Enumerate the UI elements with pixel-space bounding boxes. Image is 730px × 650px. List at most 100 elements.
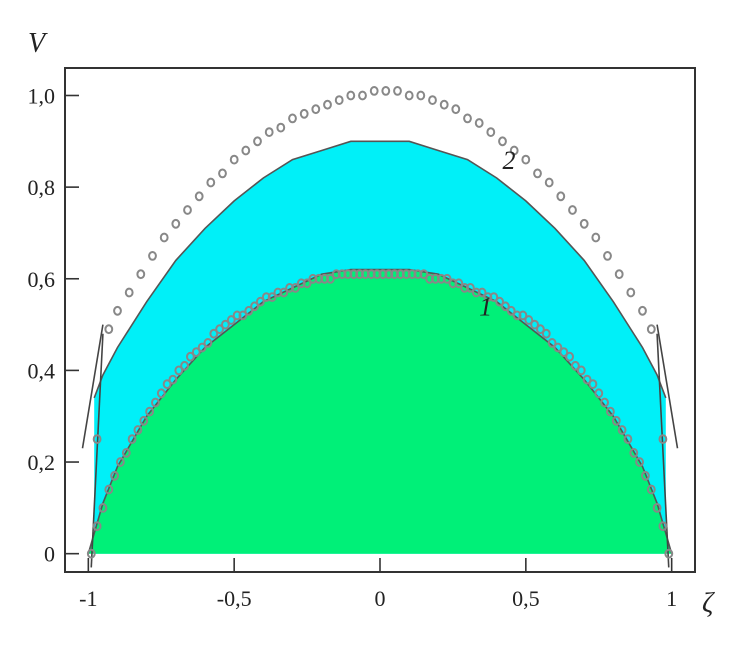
series-1-point xyxy=(629,448,639,458)
band-outlines xyxy=(87,140,673,554)
series-1-point xyxy=(623,434,633,445)
series-1-point xyxy=(419,269,429,280)
series-1-point xyxy=(209,328,219,339)
series-1-point xyxy=(553,342,563,353)
series-1-point xyxy=(606,406,615,417)
band-green xyxy=(88,269,672,554)
series-2-point xyxy=(159,232,169,243)
series-1-point xyxy=(168,374,178,385)
series-1-point xyxy=(477,287,487,298)
series-2-point xyxy=(544,177,554,188)
x-tick-label: 1 xyxy=(666,586,677,611)
series-1-point xyxy=(244,305,254,316)
series-2-point xyxy=(638,305,647,316)
series-1-point xyxy=(536,324,545,335)
series-1-point xyxy=(658,521,668,532)
series-1-point xyxy=(565,351,574,362)
series-1-point xyxy=(594,388,604,399)
series-2-point xyxy=(451,104,461,115)
edge-line xyxy=(656,324,679,449)
series-1-point xyxy=(617,425,627,435)
series-1-point xyxy=(611,415,621,426)
series-1-point xyxy=(215,324,225,335)
series-1-point xyxy=(116,457,125,467)
series-2-point xyxy=(276,122,286,133)
series-1-point xyxy=(191,347,201,358)
series-1-point xyxy=(501,301,510,312)
series-1-point xyxy=(92,521,102,532)
series-2-point xyxy=(404,90,414,101)
series-1-point xyxy=(454,278,464,289)
y-tick-label: 1,0 xyxy=(28,83,56,108)
series-1-point xyxy=(256,296,265,307)
series-1-point xyxy=(466,283,475,293)
series-1-point xyxy=(174,365,184,376)
edge-line xyxy=(81,324,104,449)
series-2-point xyxy=(521,154,531,165)
series-2-point xyxy=(498,136,507,147)
series-2-point xyxy=(579,218,589,229)
series-2-point xyxy=(299,108,309,119)
series-1-point xyxy=(250,301,260,312)
series-2-point xyxy=(183,205,192,215)
series-1-point xyxy=(127,434,137,445)
series-1-point xyxy=(197,342,207,353)
series-1-point xyxy=(291,283,300,293)
series-2-point xyxy=(646,324,656,335)
series-2-point xyxy=(218,168,227,179)
series-1-point xyxy=(110,470,119,481)
series-1-point xyxy=(279,287,289,298)
series-2-point xyxy=(486,127,496,138)
series-2-point xyxy=(509,145,519,156)
series-1-point xyxy=(571,360,580,371)
series-1-point xyxy=(541,328,551,339)
x-axis-title: ζ xyxy=(702,588,715,619)
series-1-point xyxy=(641,470,650,481)
series-2-point xyxy=(393,86,402,96)
series-1-point xyxy=(547,338,557,348)
series-2-point xyxy=(346,90,356,101)
axis-ticks xyxy=(65,94,673,572)
series-1-point xyxy=(133,425,143,435)
series-1-point xyxy=(151,397,160,408)
series-2-point xyxy=(194,191,204,202)
series-1-point xyxy=(238,310,248,321)
series-2-point xyxy=(381,86,391,96)
series-1-point xyxy=(588,379,598,390)
y-tick-label: 0,2 xyxy=(28,450,56,475)
series-2-point xyxy=(124,287,134,298)
series-1-point xyxy=(495,296,505,307)
x-tick-label: 0,5 xyxy=(512,586,540,611)
series-1-point xyxy=(326,273,335,284)
series-1-point xyxy=(221,319,230,330)
series-1-point xyxy=(156,388,166,399)
series-2-point xyxy=(439,99,449,110)
x-tick-label: 0 xyxy=(375,586,386,611)
series-2-point xyxy=(206,177,216,188)
series-1-point xyxy=(600,397,609,408)
series-2-point xyxy=(113,305,122,316)
curve-label-2: 2 xyxy=(503,146,516,175)
series-2-point xyxy=(171,218,181,229)
series-2-point xyxy=(416,90,426,101)
series-2-point xyxy=(253,136,262,147)
series-1-point xyxy=(145,406,155,417)
y-tick-label: 0,8 xyxy=(28,175,56,200)
series-2-point xyxy=(92,434,102,445)
series-2-point xyxy=(568,205,577,215)
y-tick-label: 0,6 xyxy=(28,267,56,292)
series-2-point xyxy=(334,95,344,105)
filled-bands xyxy=(88,141,672,554)
series-2-point xyxy=(358,90,367,101)
series-2-point xyxy=(614,269,624,280)
series-2-point xyxy=(556,191,566,202)
series-2-point xyxy=(311,104,321,115)
series-1-point xyxy=(226,315,236,325)
series-1-point xyxy=(139,415,149,426)
series-2-point xyxy=(533,168,542,179)
series-1-point xyxy=(162,379,172,390)
series-1-point xyxy=(180,360,190,371)
series-1-point xyxy=(559,347,569,358)
series-2-point xyxy=(136,269,146,280)
